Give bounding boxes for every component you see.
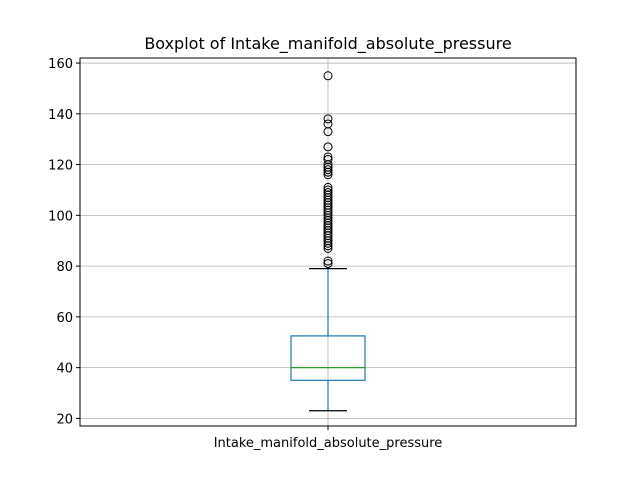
x-tick-label: Intake_manifold_absolute_pressure bbox=[214, 436, 443, 451]
outlier-point bbox=[323, 185, 333, 195]
y-tick-label: 160 bbox=[48, 57, 73, 72]
outlier-point bbox=[323, 152, 333, 162]
y-tick-label: 60 bbox=[56, 311, 73, 326]
y-axis: 20 40 60 80 100 120 140 160 bbox=[48, 57, 80, 427]
outlier-point bbox=[323, 119, 333, 129]
box-plot bbox=[290, 71, 366, 412]
outlier-point bbox=[323, 114, 333, 124]
y-tick-label: 20 bbox=[56, 412, 73, 427]
outlier-point bbox=[323, 256, 333, 266]
iqr-box bbox=[290, 335, 366, 381]
outlier-point bbox=[323, 165, 333, 175]
y-tick-label: 40 bbox=[56, 362, 73, 377]
outlier-point bbox=[323, 142, 333, 152]
outlier-point bbox=[323, 71, 333, 81]
outlier-point bbox=[323, 188, 333, 198]
y-tick-label: 120 bbox=[48, 159, 73, 174]
outlier-point bbox=[323, 155, 333, 165]
outlier-point bbox=[323, 182, 333, 192]
y-tick-label: 80 bbox=[56, 260, 73, 275]
y-tick-label: 100 bbox=[48, 209, 73, 224]
outlier-point bbox=[323, 259, 333, 269]
chart-title: Boxplot of Intake_manifold_absolute_pres… bbox=[144, 34, 511, 54]
y-tick-label: 140 bbox=[48, 108, 73, 123]
x-axis: Intake_manifold_absolute_pressure bbox=[214, 426, 443, 451]
